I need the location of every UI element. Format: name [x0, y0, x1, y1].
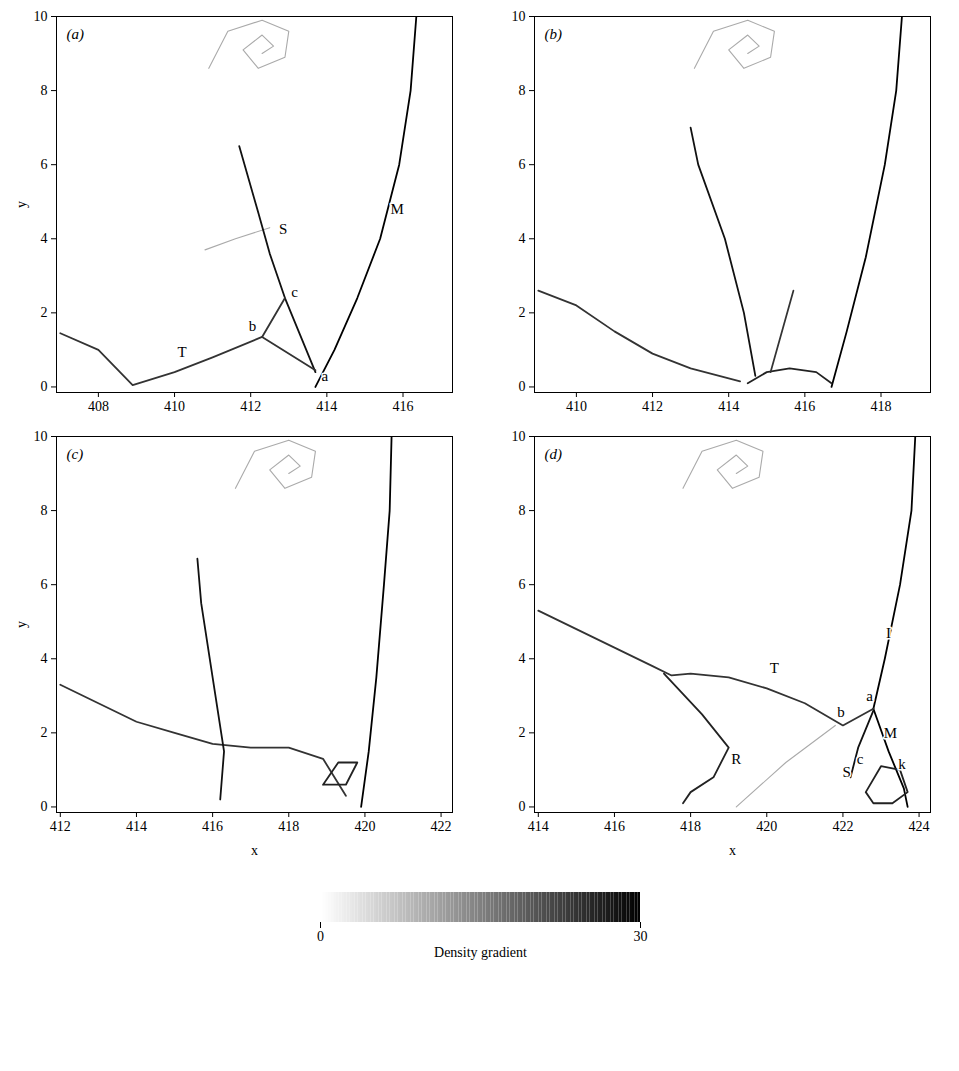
svg-text:(d): (d) — [545, 446, 563, 463]
svg-text:0: 0 — [41, 379, 48, 394]
svg-text:a: a — [322, 368, 329, 384]
svg-text:412: 412 — [240, 399, 261, 414]
svg-text:0: 0 — [519, 799, 526, 814]
svg-text:4: 4 — [41, 231, 48, 246]
svg-text:I: I — [886, 625, 891, 641]
svg-text:y: y — [14, 621, 29, 628]
svg-text:2: 2 — [519, 305, 526, 320]
svg-text:4: 4 — [519, 651, 526, 666]
svg-text:422: 422 — [431, 819, 452, 834]
svg-text:414: 414 — [126, 819, 147, 834]
svg-text:2: 2 — [519, 725, 526, 740]
svg-text:6: 6 — [41, 577, 48, 592]
svg-text:(c): (c) — [67, 446, 84, 463]
svg-text:424: 424 — [909, 819, 930, 834]
svg-text:T: T — [178, 344, 187, 360]
svg-text:b: b — [249, 318, 257, 334]
svg-text:420: 420 — [756, 819, 777, 834]
svg-text:420: 420 — [354, 819, 375, 834]
svg-text:416: 416 — [794, 399, 815, 414]
svg-text:416: 416 — [604, 819, 625, 834]
svg-text:2: 2 — [41, 725, 48, 740]
svg-text:10: 10 — [512, 9, 526, 24]
svg-text:414: 414 — [528, 819, 549, 834]
svg-text:410: 410 — [164, 399, 185, 414]
svg-text:S: S — [279, 221, 287, 237]
svg-text:414: 414 — [316, 399, 337, 414]
svg-text:410: 410 — [566, 399, 587, 414]
svg-text:y: y — [14, 201, 29, 208]
svg-text:414: 414 — [718, 399, 739, 414]
svg-text:8: 8 — [519, 83, 526, 98]
svg-text:x: x — [251, 843, 258, 858]
svg-text:0: 0 — [317, 929, 324, 944]
svg-text:S: S — [843, 764, 851, 780]
svg-text:(b): (b) — [545, 26, 563, 43]
svg-text:8: 8 — [519, 503, 526, 518]
svg-text:a: a — [866, 688, 873, 704]
svg-text:c: c — [291, 284, 298, 300]
svg-text:412: 412 — [642, 399, 663, 414]
svg-text:10: 10 — [34, 9, 48, 24]
svg-text:Density gradient: Density gradient — [434, 945, 527, 960]
svg-text:0: 0 — [519, 379, 526, 394]
svg-text:2: 2 — [41, 305, 48, 320]
svg-text:30: 30 — [633, 929, 647, 944]
svg-text:(a): (a) — [67, 26, 85, 43]
svg-text:418: 418 — [680, 819, 701, 834]
svg-text:418: 418 — [278, 819, 299, 834]
svg-text:4: 4 — [519, 231, 526, 246]
svg-text:10: 10 — [512, 429, 526, 444]
svg-text:8: 8 — [41, 503, 48, 518]
svg-text:6: 6 — [519, 577, 526, 592]
svg-text:8: 8 — [41, 83, 48, 98]
svg-text:R: R — [731, 751, 741, 767]
svg-text:418: 418 — [871, 399, 892, 414]
svg-text:c: c — [857, 751, 864, 767]
svg-text:0: 0 — [41, 799, 48, 814]
svg-text:x: x — [729, 843, 736, 858]
svg-text:412: 412 — [50, 819, 71, 834]
svg-text:b: b — [837, 704, 845, 720]
svg-text:T: T — [770, 660, 779, 676]
svg-text:10: 10 — [34, 429, 48, 444]
svg-text:408: 408 — [88, 399, 109, 414]
svg-text:M: M — [391, 201, 404, 217]
svg-text:416: 416 — [393, 399, 414, 414]
svg-text:422: 422 — [832, 819, 853, 834]
svg-text:4: 4 — [41, 651, 48, 666]
svg-text:6: 6 — [519, 157, 526, 172]
svg-text:k: k — [898, 756, 906, 772]
svg-text:416: 416 — [202, 819, 223, 834]
svg-text:6: 6 — [41, 157, 48, 172]
svg-text:M: M — [884, 725, 897, 741]
